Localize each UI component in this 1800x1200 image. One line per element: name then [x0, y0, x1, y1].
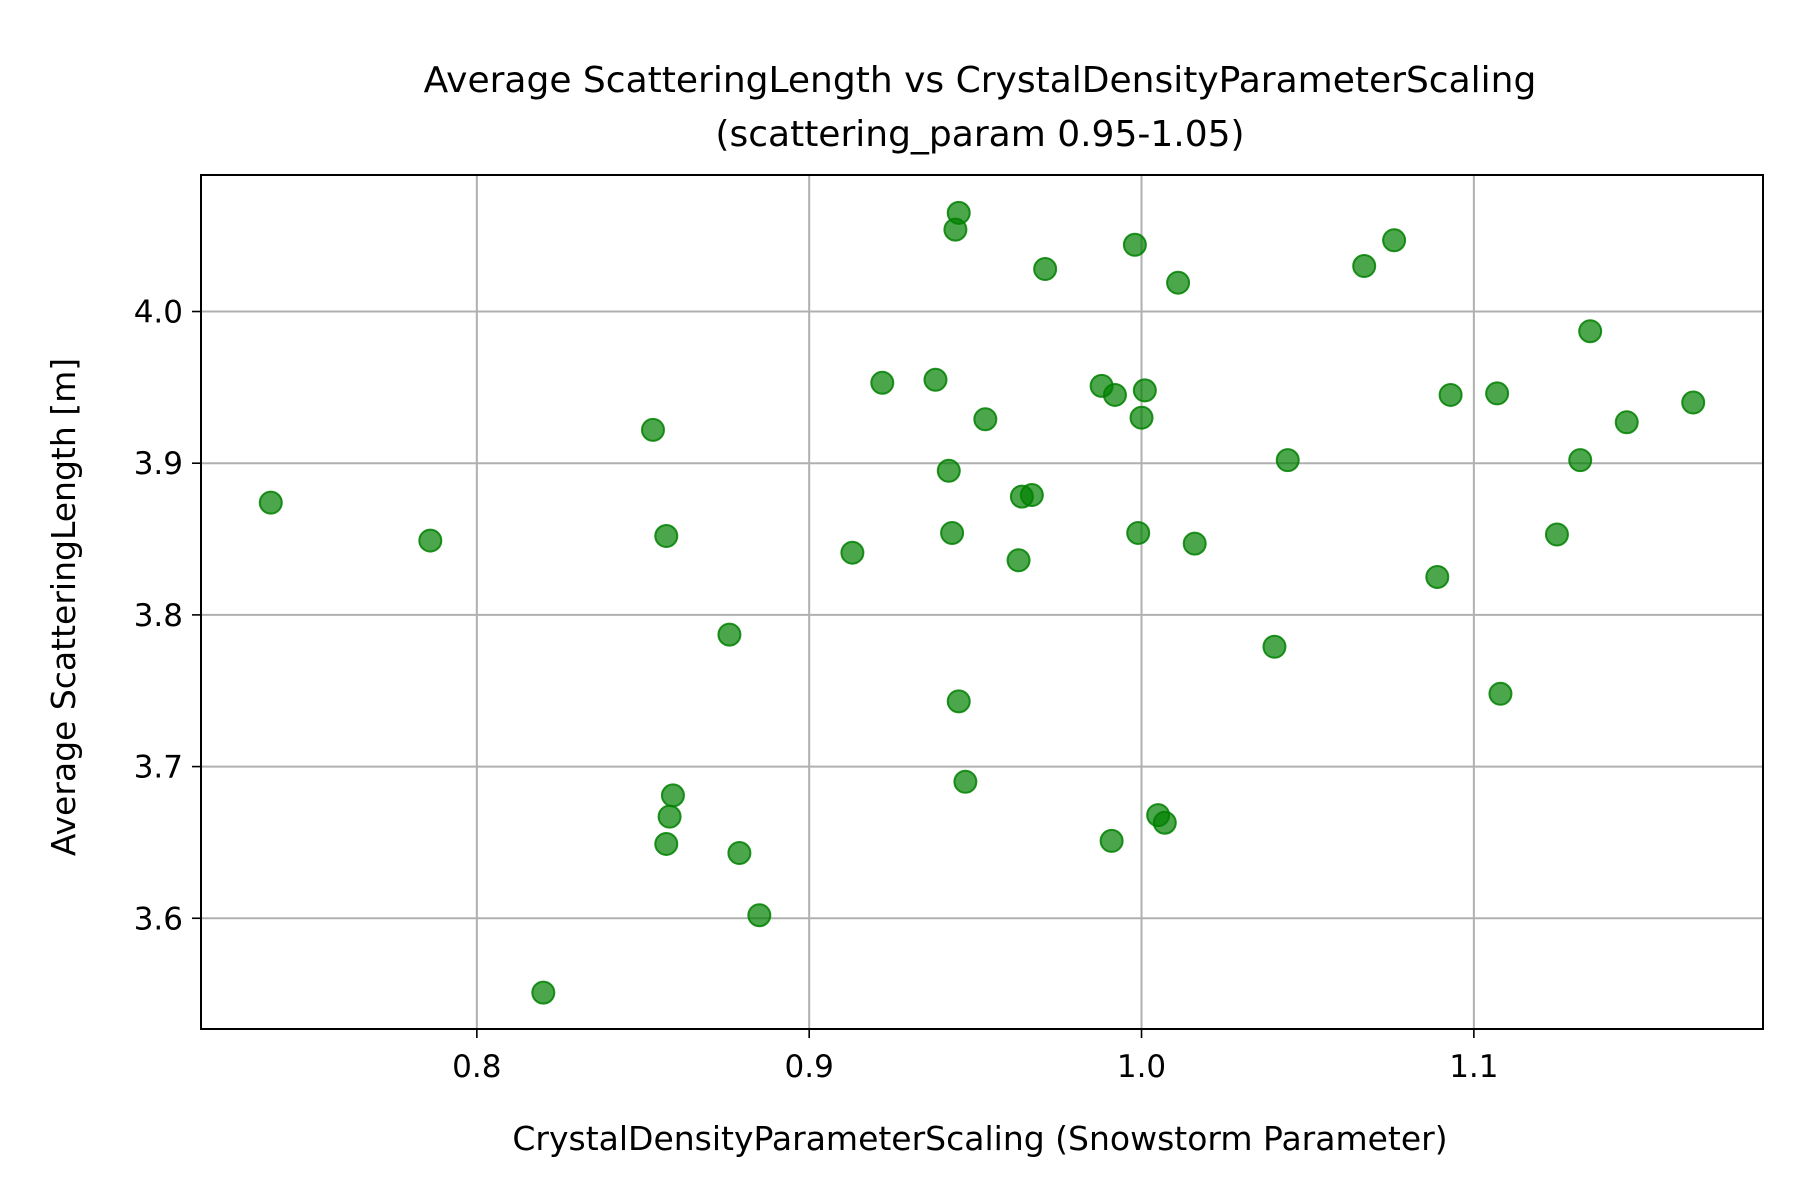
- y-tick-label: 4.0: [134, 295, 183, 331]
- data-point: [1425, 564, 1450, 589]
- data-point: [747, 903, 772, 928]
- data-point: [418, 528, 443, 553]
- data-point: [1132, 378, 1157, 403]
- data-point: [657, 804, 682, 829]
- data-point: [1129, 405, 1154, 430]
- data-point: [1033, 257, 1058, 282]
- data-point: [1262, 634, 1287, 659]
- data-point: [1488, 681, 1513, 706]
- data-point: [1382, 228, 1407, 253]
- data-point: [1614, 410, 1639, 435]
- data-point: [1019, 483, 1044, 508]
- plot-area-frame: [200, 174, 1764, 1030]
- chart-subtitle: (scattering_param 0.95-1.05): [715, 114, 1244, 155]
- data-point: [1544, 522, 1569, 547]
- x-tick-label: 1.1: [1449, 1049, 1498, 1085]
- data-point: [1352, 254, 1377, 279]
- data-point: [1099, 828, 1124, 853]
- data-point: [717, 622, 742, 647]
- data-point: [258, 490, 283, 515]
- x-tick-label: 0.9: [785, 1049, 834, 1085]
- y-tick-label: 3.9: [134, 446, 183, 482]
- data-point: [840, 540, 865, 565]
- y-axis-label: Average ScatteringLength [m]: [44, 358, 83, 856]
- data-point: [1438, 382, 1463, 407]
- data-point: [1578, 319, 1603, 344]
- data-point: [940, 520, 965, 545]
- data-point: [1122, 232, 1147, 257]
- data-point: [727, 841, 752, 866]
- axis-ticks: 0.8 0.9 1.0 1.1 3.6 3.7 3.8 3.9 4.0: [134, 295, 1499, 1085]
- y-tick-label: 3.8: [134, 598, 183, 634]
- data-point: [973, 407, 998, 432]
- x-tick-label: 1.0: [1117, 1049, 1166, 1085]
- gridlines: [201, 175, 1763, 1029]
- data-point: [946, 200, 971, 225]
- data-point: [1568, 448, 1593, 473]
- data-point: [654, 524, 679, 549]
- data-point: [1182, 531, 1207, 556]
- y-tick-label: 3.7: [134, 750, 183, 786]
- data-point: [1166, 270, 1191, 295]
- data-point: [1275, 448, 1300, 473]
- x-tick-label: 0.8: [452, 1049, 501, 1085]
- x-axis-label: CrystalDensityParameterScaling (Snowstor…: [512, 1119, 1447, 1158]
- data-point: [1126, 520, 1151, 545]
- data-point: [870, 370, 895, 395]
- data-point: [531, 980, 556, 1005]
- data-point: [1152, 810, 1177, 835]
- data-point: [660, 783, 685, 808]
- data-point: [923, 367, 948, 392]
- data-point: [640, 417, 665, 442]
- data-point: [1102, 382, 1127, 407]
- data-point: [654, 831, 679, 856]
- data-point: [1006, 548, 1031, 573]
- data-point: [1681, 390, 1706, 415]
- data-point: [936, 458, 961, 483]
- y-tick-label: 3.6: [134, 901, 183, 937]
- data-point: [946, 689, 971, 714]
- chart-title: Average ScatteringLength vs CrystalDensi…: [424, 60, 1537, 101]
- data-point: [953, 769, 978, 794]
- data-points: [258, 200, 1706, 1005]
- data-point: [1485, 381, 1510, 406]
